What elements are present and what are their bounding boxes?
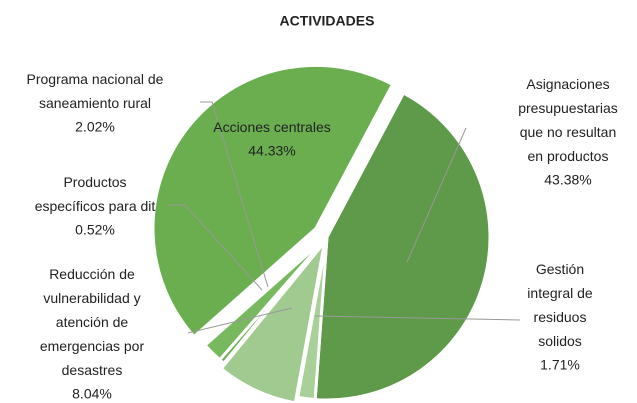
value-label: 44.33% <box>248 143 295 159</box>
value-label: 1.71% <box>540 357 580 373</box>
value-label: 43.38% <box>544 172 591 188</box>
leader-line <box>406 127 467 263</box>
leader-line <box>314 315 521 321</box>
chart-title: ACTIVIDADES <box>280 13 375 29</box>
pie-slice <box>296 236 329 402</box>
slice-label: Asignaciones presupuestarias que no result… <box>518 76 618 164</box>
slice-label: Programa nacional de saneamiento rural <box>27 71 164 111</box>
pie-slice <box>151 63 395 339</box>
leader-line <box>168 204 263 291</box>
slice-label: Productos específicos para dit <box>35 174 156 214</box>
leader-lines <box>168 101 521 334</box>
value-label: 0.52% <box>75 222 115 238</box>
pie <box>151 63 492 403</box>
slice-label: Acciones centrales <box>213 119 331 135</box>
slice-label: Gestión integral de residuos solidos <box>527 261 593 349</box>
pie-slice <box>313 91 492 402</box>
value-label: 2.02% <box>75 119 115 135</box>
leader-line <box>187 307 293 334</box>
slice-label: Reducción de vulnerabilidad y atención de e… <box>40 266 145 378</box>
leader-line <box>200 101 269 288</box>
value-label: 8.04% <box>72 386 112 402</box>
pie-slice <box>202 235 329 362</box>
